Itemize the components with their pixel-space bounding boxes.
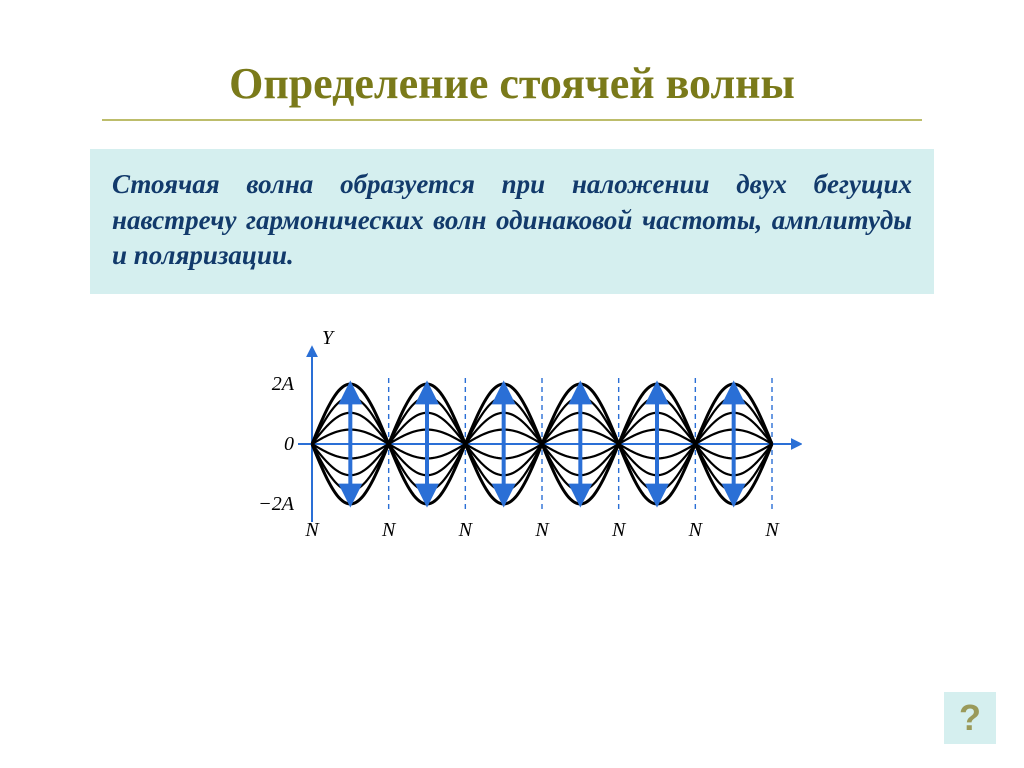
svg-text:2A: 2A [272,373,295,395]
svg-text:N: N [381,519,397,541]
title-area: Определение стоячей волны [0,0,1024,121]
definition-text: Стоячая волна образуется при наложении д… [112,167,912,274]
standing-wave-diagram: YX2A0−2ANNNNNNN [0,324,1024,569]
definition-box: Стоячая волна образуется при наложении д… [90,149,934,294]
svg-text:N: N [611,519,627,541]
svg-text:N: N [764,519,780,541]
svg-text:Y: Y [322,327,335,349]
help-button[interactable]: ? [944,692,996,744]
svg-text:N: N [304,519,320,541]
svg-text:N: N [688,519,704,541]
slide: Определение стоячей волны Стоячая волна … [0,0,1024,768]
svg-text:N: N [534,519,550,541]
wave-svg: YX2A0−2ANNNNNNN [222,324,802,564]
page-title: Определение стоячей волны [229,58,795,109]
question-icon: ? [959,697,981,739]
title-underline [102,119,922,121]
svg-text:N: N [458,519,474,541]
svg-text:−2A: −2A [258,493,294,515]
svg-text:0: 0 [284,433,294,455]
